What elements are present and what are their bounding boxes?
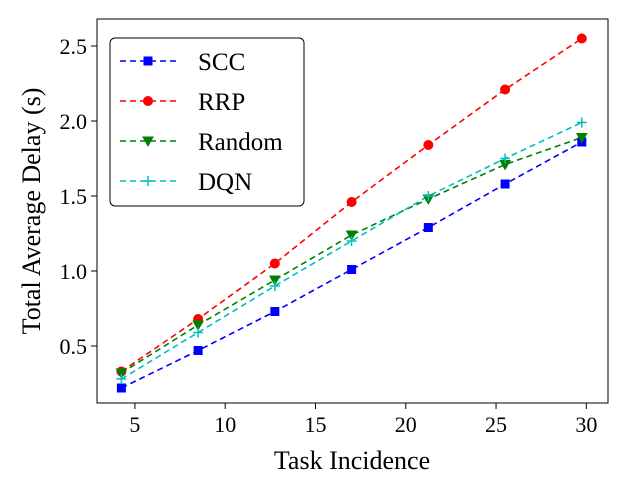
series-markers [115, 33, 588, 393]
x-tick-label: 25 [485, 412, 507, 437]
legend-label-rrp: RRP [198, 89, 245, 116]
x-axis-title: Task Incidence [274, 446, 430, 475]
data-point-random [192, 320, 204, 332]
x-tick-label: 5 [129, 412, 140, 437]
data-point-scc [423, 223, 433, 232]
x-tick-label: 15 [304, 412, 326, 437]
legend: SCC RRP Random DQN [109, 37, 305, 207]
legend-frame [109, 37, 305, 207]
y-tick-label: 2.0 [60, 109, 88, 134]
legend-label-dqn: DQN [198, 169, 252, 196]
data-point-random [115, 368, 128, 380]
data-point-rrp [269, 258, 280, 269]
data-point-rrp [346, 197, 357, 207]
data-point-random [575, 133, 588, 144]
data-point-dqn [269, 281, 280, 291]
x-tick-label: 30 [575, 412, 597, 437]
y-tick-label: 1.5 [60, 184, 88, 209]
y-tick-label: 1.0 [60, 259, 88, 284]
data-point-dqn [423, 191, 434, 201]
x-tick-label: 10 [214, 412, 236, 437]
data-point-rrp [423, 140, 434, 150]
y-tick-label: 0.5 [60, 334, 88, 359]
data-point-dqn [346, 236, 357, 246]
legend-marker-scc [143, 56, 153, 66]
legend-marker-random [142, 136, 154, 148]
data-point-dqn [500, 153, 511, 164]
data-point-scc [500, 179, 510, 189]
axis-ticks: 5 10 15 20 25 30 0.5 1.0 1.5 2.0 2.5 [60, 34, 598, 437]
legend-label-random: Random [198, 129, 283, 156]
data-point-rrp [576, 33, 587, 44]
legend-marker-rrp [143, 96, 153, 106]
x-tick-label: 20 [395, 412, 417, 437]
legend-marker-dqn [143, 176, 153, 186]
data-point-random [269, 275, 281, 287]
data-point-scc [270, 307, 280, 316]
data-point-scc [193, 346, 203, 355]
data-point-scc [347, 265, 357, 274]
data-point-rrp [500, 84, 511, 95]
y-axis-title: Total Average Delay (s) [17, 88, 46, 335]
data-point-random [345, 230, 358, 242]
data-point-dqn [116, 374, 127, 384]
data-point-scc [116, 383, 126, 393]
legend-label-scc: SCC [198, 49, 245, 76]
data-point-dqn [193, 327, 204, 338]
y-tick-label: 2.5 [60, 34, 88, 59]
data-point-dqn [576, 117, 587, 128]
